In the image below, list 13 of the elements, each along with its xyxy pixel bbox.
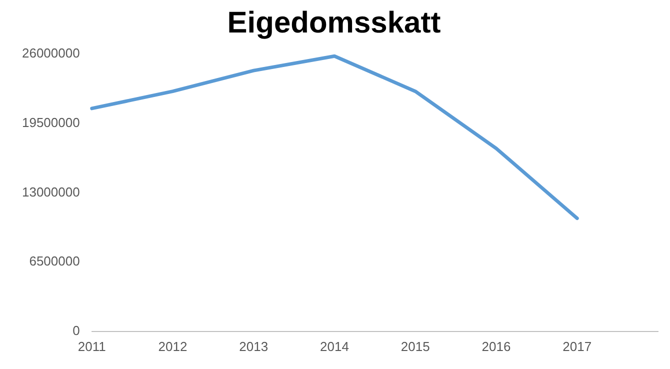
x-tick-label: 2012: [158, 338, 188, 354]
x-tick-label: 2016: [482, 338, 511, 354]
y-tick-label: 19500000: [22, 114, 80, 130]
x-tick-label: 2015: [400, 338, 430, 354]
chart-title: Eigedomsskatt: [227, 6, 441, 40]
y-tick-label: 6500000: [29, 254, 80, 269]
x-tick-label: 2011: [78, 338, 106, 354]
x-tick-label: 2013: [239, 338, 268, 354]
y-tick-label: 13000000: [22, 184, 80, 200]
x-tick-label: 2017: [562, 338, 592, 354]
y-tick-label: 0: [72, 322, 80, 338]
y-tick-label: 26000000: [22, 46, 80, 61]
x-tick-label: 2014: [320, 338, 349, 354]
